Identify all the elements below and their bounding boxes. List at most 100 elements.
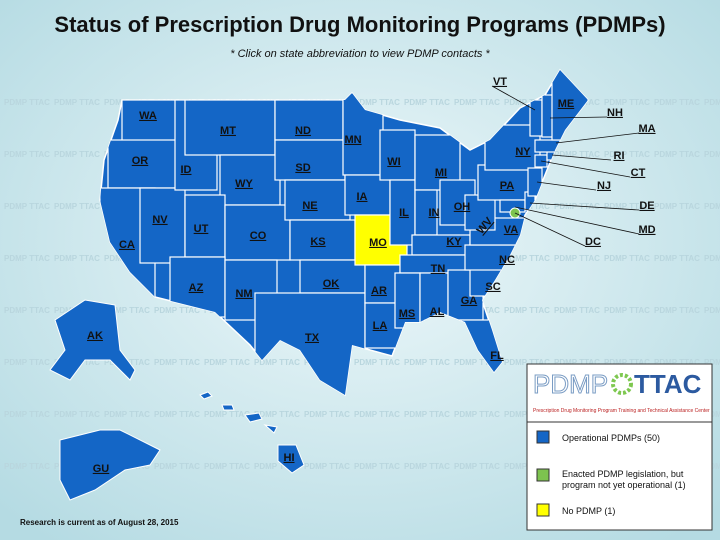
legend-swatch	[536, 468, 550, 482]
state-label[interactable]: MN	[344, 134, 361, 146]
state-label[interactable]: NY	[515, 146, 531, 158]
watermark: PDMP TTAC	[354, 358, 400, 367]
state-label[interactable]: MA	[638, 123, 655, 135]
state-label[interactable]: GA	[461, 295, 478, 307]
state	[219, 154, 281, 206]
state-label[interactable]: KY	[446, 236, 462, 248]
state-label[interactable]: MI	[435, 167, 447, 179]
state-label[interactable]: OK	[323, 278, 340, 290]
watermark: PDMP TTAC	[604, 202, 650, 211]
state-label[interactable]: NC	[499, 254, 515, 266]
state-label[interactable]: TN	[431, 263, 446, 275]
watermark: PDMP TTAC	[454, 358, 500, 367]
state-label[interactable]: MS	[399, 308, 416, 320]
state	[49, 299, 136, 381]
state-label[interactable]: NV	[152, 214, 168, 226]
state-label[interactable]: WI	[387, 156, 400, 168]
watermark: PDMP TTAC	[704, 202, 720, 211]
state-label[interactable]: CA	[119, 239, 135, 251]
watermark: PDMP TTAC	[654, 202, 700, 211]
watermark: PDMP TTAC	[254, 358, 300, 367]
watermark: PDMP TTAC	[404, 358, 450, 367]
state-label[interactable]: NH	[607, 107, 623, 119]
watermark: PDMP TTAC	[504, 98, 550, 107]
state	[224, 204, 291, 261]
watermark: PDMP TTAC	[4, 202, 50, 211]
state-label[interactable]: AZ	[189, 282, 204, 294]
leader-line	[514, 206, 640, 235]
watermark: PDMP TTAC	[54, 202, 100, 211]
state-label[interactable]: FL	[490, 350, 504, 362]
state-label[interactable]: WA	[139, 110, 157, 122]
watermark: PDMP TTAC	[54, 410, 100, 419]
watermark: PDMP TTAC	[54, 150, 100, 159]
watermark: PDMP TTAC	[604, 150, 650, 159]
state-label[interactable]: IA	[357, 191, 368, 203]
watermark: PDMP TTAC	[604, 98, 650, 107]
state-label[interactable]: UT	[194, 223, 209, 235]
watermark: PDMP TTAC	[154, 410, 200, 419]
watermark: PDMP TTAC	[554, 358, 600, 367]
leader-line	[536, 181, 597, 191]
state-label[interactable]: HI	[284, 452, 295, 464]
watermark: PDMP TTAC	[554, 254, 600, 263]
watermark: PDMP TTAC	[104, 306, 150, 315]
watermark: PDMP TTAC	[654, 98, 700, 107]
watermark: PDMP TTAC	[654, 254, 700, 263]
legend-label: No PDMP (1)	[562, 506, 615, 516]
watermark: PDMP TTAC	[4, 358, 50, 367]
state-label[interactable]: CO	[250, 230, 267, 242]
state	[184, 99, 276, 156]
state-label[interactable]: WY	[235, 178, 253, 190]
state-label[interactable]: MD	[638, 224, 655, 236]
watermark: PDMP TTAC	[604, 254, 650, 263]
state-label[interactable]: SC	[485, 281, 500, 293]
watermark: PDMP TTAC	[554, 306, 600, 315]
watermark: PDMP TTAC	[204, 358, 250, 367]
state	[199, 391, 305, 474]
watermark: PDMP TTAC	[404, 462, 450, 471]
logo-tagline: Prescription Drug Monitoring Program Tra…	[533, 408, 710, 414]
leader-line	[491, 85, 536, 111]
state-label[interactable]: VT	[493, 76, 507, 88]
state-label[interactable]: IL	[399, 207, 409, 219]
state-label[interactable]: GU	[93, 463, 110, 475]
state-label[interactable]: TX	[305, 332, 320, 344]
title: Status of Prescription Drug Monitoring P…	[54, 12, 665, 37]
state-label[interactable]: IN	[429, 207, 440, 219]
state-label[interactable]: AR	[371, 285, 387, 297]
state-label[interactable]: CT	[631, 167, 646, 179]
state-label[interactable]: AL	[430, 306, 445, 318]
watermark: PDMP TTAC	[404, 410, 450, 419]
state-label[interactable]: PA	[500, 180, 515, 192]
state-label[interactable]: NE	[302, 200, 317, 212]
watermark: PDMP TTAC	[254, 410, 300, 419]
watermark: PDMP TTAC	[54, 98, 100, 107]
state-label[interactable]: OR	[132, 155, 149, 167]
watermark: PDMP TTAC	[104, 410, 150, 419]
state	[364, 264, 401, 304]
state-label[interactable]: NJ	[597, 180, 611, 192]
watermark: PDMP TTAC	[4, 306, 50, 315]
state-label[interactable]: ND	[295, 125, 311, 137]
state-label[interactable]: MT	[220, 125, 236, 137]
legend-swatch	[536, 503, 550, 517]
state-label[interactable]: ID	[181, 164, 192, 176]
watermark: PDMP TTAC	[504, 358, 550, 367]
watermark: PDMP TTAC	[654, 358, 700, 367]
state-label[interactable]: RI	[614, 150, 625, 162]
state-label[interactable]: ME	[558, 98, 575, 110]
state-label[interactable]: VA	[504, 224, 519, 236]
state-label[interactable]: MO	[369, 237, 387, 249]
state-label[interactable]: AK	[87, 330, 103, 342]
state-label[interactable]: LA	[373, 320, 388, 332]
watermark: PDMP TTAC	[204, 462, 250, 471]
state-label[interactable]: SD	[295, 162, 310, 174]
state-label[interactable]: DE	[639, 200, 654, 212]
logo-left: PDMP	[533, 369, 608, 399]
state-label[interactable]: KS	[310, 236, 325, 248]
state-label[interactable]: DC	[585, 236, 601, 248]
state-label[interactable]: OH	[454, 201, 471, 213]
state-label[interactable]: NM	[235, 288, 252, 300]
